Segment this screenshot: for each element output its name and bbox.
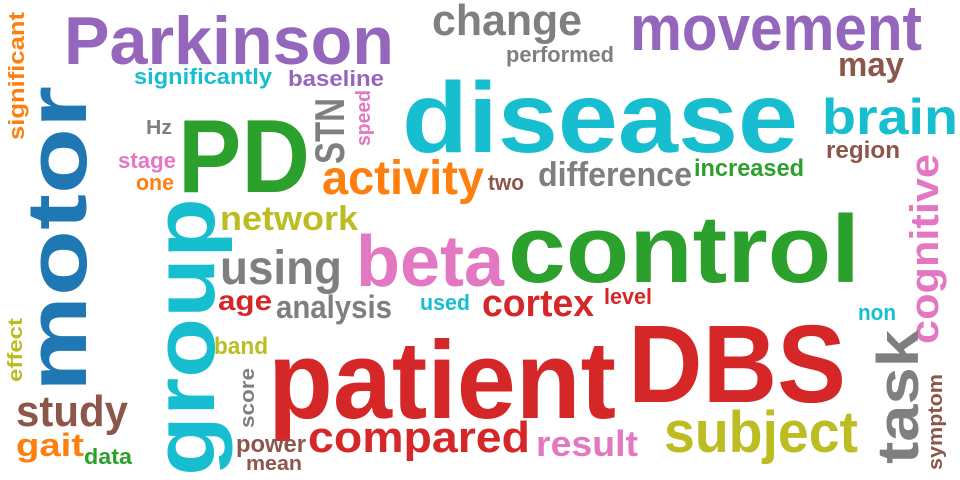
word-movement: movement xyxy=(630,0,922,64)
word-pd: PD xyxy=(178,99,310,215)
word-effect: effect xyxy=(5,318,27,382)
word-brain: brain xyxy=(822,89,958,145)
word-symptom: symptom xyxy=(925,374,947,470)
word-may: may xyxy=(838,46,904,84)
word-patient: patient xyxy=(268,319,616,442)
word-one: one xyxy=(136,170,174,195)
word-change: change xyxy=(432,0,582,45)
word-using: using xyxy=(220,242,342,295)
word-difference: difference xyxy=(538,156,692,194)
word-parkinson: Parkinson xyxy=(64,3,394,79)
word-subject: subject xyxy=(664,400,858,465)
word-task: task xyxy=(866,329,931,464)
word-beta: beta xyxy=(356,222,505,302)
word-cortex: cortex xyxy=(482,283,594,325)
word-result: result xyxy=(536,423,638,464)
word-stn: STN xyxy=(306,98,353,164)
word-increased: increased xyxy=(694,155,804,182)
word-performed: performed xyxy=(506,42,614,67)
word-cognitive: cognitive xyxy=(903,154,947,344)
word-compared: compared xyxy=(308,413,530,462)
word-analysis: analysis xyxy=(276,289,392,325)
word-mean: mean xyxy=(246,453,302,475)
word-level: level xyxy=(604,284,652,309)
word-significant: significant xyxy=(4,11,29,140)
word-band: band xyxy=(214,333,268,360)
word-network: network xyxy=(220,200,358,238)
word-speed: speed xyxy=(353,90,375,146)
word-motor: motor xyxy=(10,86,104,392)
word-score: score xyxy=(237,368,259,428)
word-activity: activity xyxy=(322,152,484,205)
word-used: used xyxy=(420,290,470,315)
word-study: study xyxy=(16,387,128,436)
word-disease: disease xyxy=(402,62,798,174)
word-control: control xyxy=(508,196,860,303)
word-gait: gait xyxy=(16,427,84,463)
word-non: non xyxy=(858,300,896,325)
word-stage: stage xyxy=(118,148,176,173)
word-dbs: DBS xyxy=(628,303,846,426)
word-significantly: significantly xyxy=(134,64,273,89)
word-power: power xyxy=(236,431,306,458)
word-group: group xyxy=(137,198,233,476)
word-region: region xyxy=(826,137,900,164)
word-hz: Hz xyxy=(146,117,172,139)
word-baseline: baseline xyxy=(288,66,384,91)
word-age: age xyxy=(218,285,272,316)
word-data: data xyxy=(84,444,133,469)
word-two: two xyxy=(488,170,524,195)
